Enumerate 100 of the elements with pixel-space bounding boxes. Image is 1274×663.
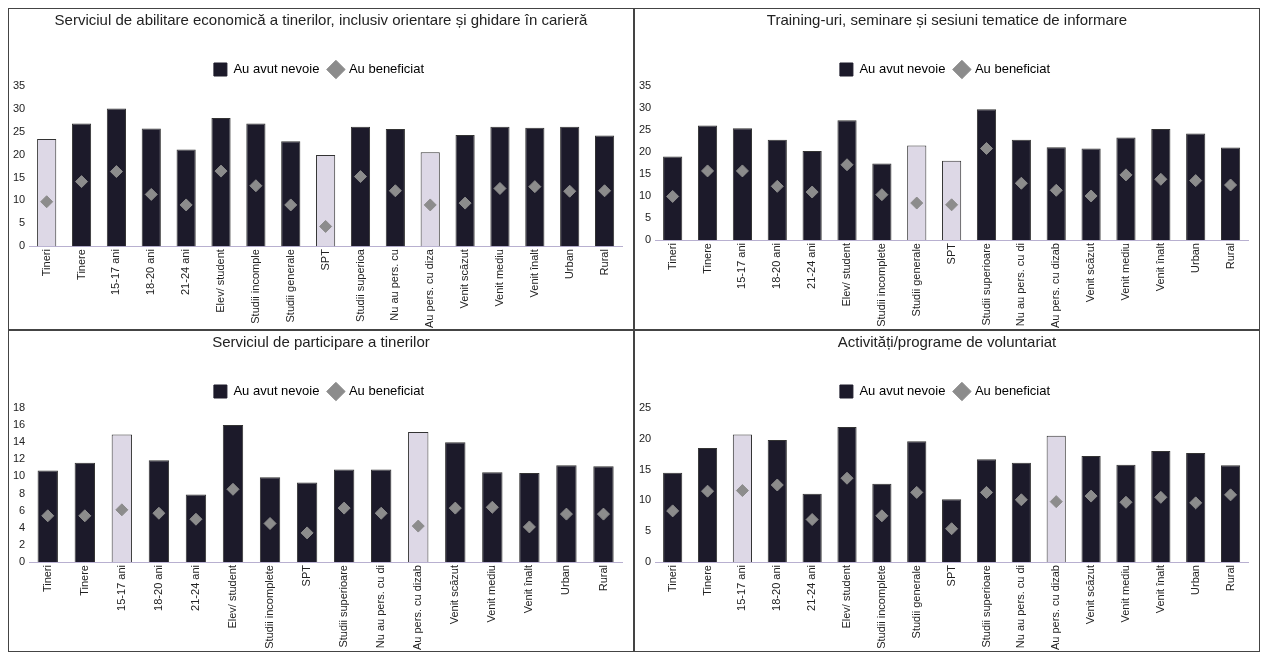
point: [388, 184, 402, 198]
y-tick-label: 0: [645, 555, 652, 568]
y-tick-label: 10: [638, 189, 652, 202]
point: [875, 188, 889, 202]
x-tick-label: Studii generale: [283, 249, 296, 323]
y-tick-label: 0: [645, 233, 652, 246]
point: [214, 164, 228, 178]
point: [1049, 183, 1063, 197]
y-tick-label: 30: [12, 101, 26, 114]
x-tick-label: Rural: [597, 249, 610, 276]
point: [144, 187, 158, 201]
legend-label: Au avut nevoie: [233, 383, 320, 399]
x-tick-label: Studii incomplete: [874, 565, 887, 649]
y-tick-label: 20: [638, 431, 652, 444]
point: [735, 164, 749, 178]
x-tick-label: Venit înalt: [1153, 565, 1166, 614]
point: [666, 504, 680, 518]
x-tick-label: Studii incomplete: [263, 565, 276, 649]
point: [945, 198, 959, 212]
x-tick-label: Au pers. cu dizab: [1049, 565, 1062, 651]
point: [40, 195, 54, 209]
x-tick-label: Studii superioare: [337, 565, 350, 648]
point: [109, 165, 123, 179]
y-tick-label: 15: [12, 170, 26, 183]
point: [1119, 495, 1133, 509]
x-tick-label: 18-20 ani: [151, 565, 164, 611]
y-tick-label: 14: [12, 435, 26, 448]
point: [189, 512, 203, 526]
x-tick-label: Studii generale: [909, 565, 922, 639]
x-tick-label: Tineri: [40, 565, 53, 593]
point: [1154, 490, 1168, 504]
y-tick-label: 0: [19, 239, 26, 252]
x-tick-label: Nu au pers. cu di: [1014, 565, 1027, 649]
x-tick-label: Elev/ student: [214, 249, 227, 313]
point: [735, 484, 749, 498]
point: [1154, 172, 1168, 186]
point: [1084, 189, 1098, 203]
point: [563, 184, 577, 198]
point: [840, 158, 854, 172]
y-tick-label: 5: [19, 216, 26, 229]
x-tick-label: Studii superioa: [353, 248, 366, 322]
point: [770, 478, 784, 492]
y-tick-label: 25: [638, 401, 652, 414]
y-tick-label: 5: [645, 524, 652, 537]
legend-label: Au beneficiat: [348, 383, 425, 399]
point: [1224, 488, 1238, 502]
point: [522, 520, 536, 534]
x-tick-label: SPT: [318, 248, 331, 271]
x-tick-label: 21-24 ani: [805, 243, 818, 289]
point: [1014, 176, 1028, 190]
point: [701, 164, 715, 178]
point: [337, 501, 351, 515]
point: [979, 485, 993, 499]
x-tick-label: Rural: [1223, 565, 1236, 592]
point: [910, 196, 924, 210]
x-tick-label: Urban: [1188, 565, 1201, 595]
x-tick-label: Venit mediu: [1118, 243, 1131, 301]
point: [559, 507, 573, 521]
point: [226, 482, 240, 496]
point: [300, 526, 314, 540]
point: [263, 517, 277, 531]
y-tick-label: 35: [638, 79, 652, 92]
x-tick-label: Tinere: [74, 249, 87, 280]
x-tick-label: Venit scăzut: [458, 249, 471, 309]
point: [493, 181, 507, 195]
chart-title: Serviciul de participare a tinerilor: [211, 332, 431, 352]
point: [805, 185, 819, 199]
y-tick-label: 25: [638, 123, 652, 136]
point: [319, 219, 333, 233]
x-tick-label: Venit scăzut: [1084, 565, 1097, 625]
x-tick-label: Rural: [1223, 243, 1236, 270]
point: [979, 141, 993, 155]
x-tick-label: Tineri: [39, 249, 52, 277]
x-tick-label: 18-20 ani: [770, 565, 783, 611]
x-tick-label: Nu au pers. cu di: [374, 565, 387, 649]
point: [1119, 168, 1133, 182]
legend-label: Au beneficiat: [348, 61, 425, 77]
point: [41, 509, 55, 523]
x-tick-label: Venit înalt: [522, 565, 535, 614]
point: [353, 170, 367, 184]
x-tick-label: 21-24 ani: [805, 565, 818, 611]
x-tick-label: SPT: [300, 564, 313, 587]
point: [249, 179, 263, 193]
point: [598, 184, 612, 198]
x-tick-label: 15-17 ani: [109, 249, 122, 295]
y-tick-label: 20: [638, 145, 652, 158]
point: [701, 484, 715, 498]
point: [770, 179, 784, 193]
point: [284, 198, 298, 212]
y-tick-label: 6: [19, 503, 26, 516]
y-tick-label: 4: [19, 520, 26, 533]
point: [945, 522, 959, 536]
y-tick-label: 30: [638, 101, 652, 114]
point: [875, 509, 889, 523]
chart-title: Training-uri, seminare și sesiuni tematice de informare: [765, 10, 1129, 30]
legend-label: Au avut nevoie: [859, 383, 946, 399]
x-tick-label: Nu au pers. cu: [388, 249, 401, 321]
x-tick-label: Urban: [562, 249, 575, 280]
x-tick-label: Studii generale: [909, 243, 922, 317]
x-tick-label: Rural: [596, 565, 609, 592]
